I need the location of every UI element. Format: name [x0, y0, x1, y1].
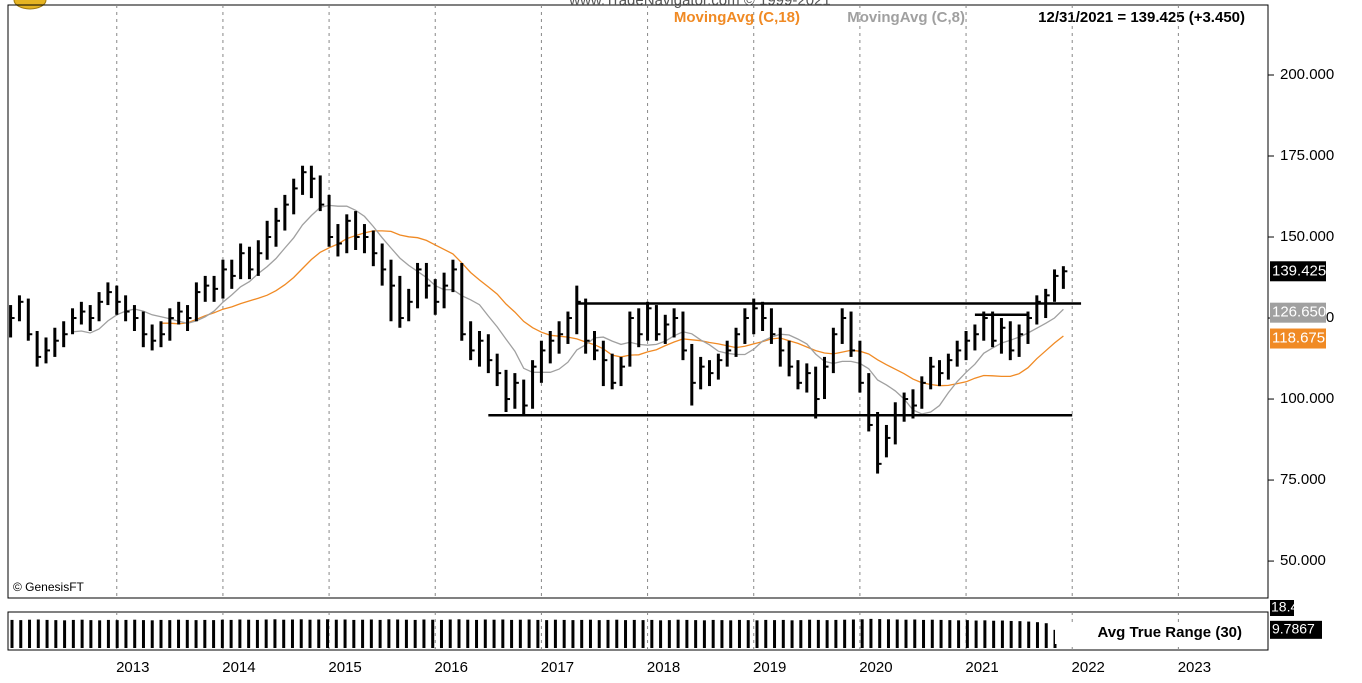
x-tick-label: 2018 — [647, 659, 680, 676]
legend-entry: MovingAvg (C,18) — [674, 9, 800, 26]
value-box — [1270, 302, 1326, 323]
atr-panel-frame — [7, 611, 1269, 651]
x-tick-label: 2013 — [116, 659, 149, 676]
y-tick-label: 100.000 — [1280, 390, 1334, 407]
atr-value-box — [1270, 620, 1322, 639]
atr-value-label: 9.7867 — [1272, 621, 1315, 637]
value-box-label: 118.675 — [1272, 329, 1325, 346]
x-tick-label: 2016 — [435, 659, 468, 676]
x-tick-label: 2020 — [859, 659, 892, 676]
logo-icon — [13, 0, 47, 10]
value-box — [1270, 261, 1326, 282]
value-box-label: 126.650 — [1272, 304, 1326, 321]
x-tick-label: 2014 — [222, 659, 255, 676]
y-tick-label: 200.000 — [1280, 66, 1334, 83]
y-tick-label: 175.000 — [1280, 147, 1334, 164]
watermark: © GenesisFT — [13, 580, 85, 594]
price-panel-frame — [7, 4, 1269, 599]
y-tick-label: 50.000 — [1280, 552, 1326, 569]
x-tick-label: 2019 — [753, 659, 786, 676]
x-tick-label: 2022 — [1072, 659, 1105, 676]
atr-tick-label: 18.44 — [1271, 599, 1306, 615]
atr-name-bg — [1055, 622, 1245, 644]
moving-average-line — [72, 204, 1064, 415]
x-tick-label: 2021 — [965, 659, 998, 676]
x-tick-label: 2017 — [541, 659, 574, 676]
chart-title: www.TradeNavigator.com © 1999-2021 — [568, 0, 830, 9]
value-box — [1270, 328, 1326, 349]
y-tick-label: 75.000 — [1280, 471, 1326, 488]
legend-entry: MovingAvg (C,8) — [847, 9, 965, 26]
x-tick-label: 2023 — [1178, 659, 1211, 676]
quote-text: 12/31/2021 = 139.425 (+3.450) — [1038, 9, 1245, 26]
y-tick-label: 150.000 — [1280, 228, 1334, 245]
atr-tick-box — [1270, 600, 1294, 616]
plot-layer: 2013 2014 2015 2016 2017 2018 2019 2020 2021 2022… — [9, 5, 1334, 676]
atr-name: Avg True Range (30) — [1098, 624, 1242, 641]
x-tick-label: 2015 — [328, 659, 361, 676]
value-box-label: 139.425 — [1272, 262, 1326, 279]
